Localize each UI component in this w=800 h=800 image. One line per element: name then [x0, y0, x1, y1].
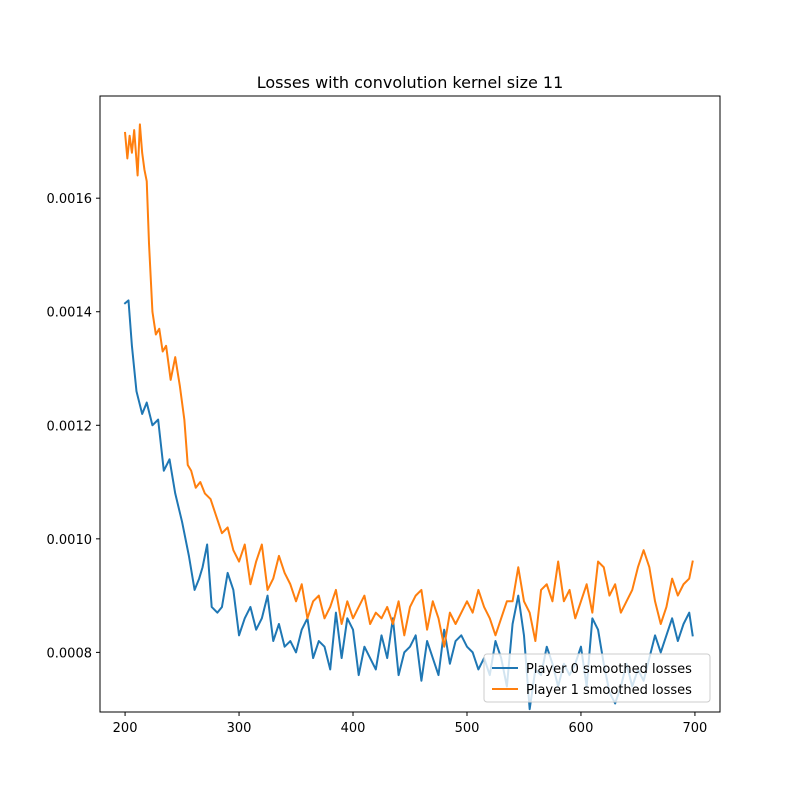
x-tick-label: 500: [455, 721, 480, 736]
chart-title: Losses with convolution kernel size 11: [257, 73, 564, 92]
y-tick-label: 0.0016: [47, 192, 93, 207]
axes-frame: [99, 95, 721, 713]
legend-label-player-1: Player 1 smoothed losses: [526, 683, 692, 698]
legend-box: [483, 653, 711, 703]
x-tick-label: 200: [113, 721, 138, 736]
x-tick-label: 600: [569, 721, 594, 736]
series-line-player-1: [123, 123, 694, 648]
y-tick-label: 0.0010: [47, 533, 93, 548]
y-tick-label: 0.0008: [47, 646, 93, 661]
legend: Player 0 smoothed losses Player 1 smoothe…: [483, 653, 711, 703]
x-tick-label: 400: [341, 721, 366, 736]
axes: 200 300 400 500 600 700 0.0008 0.0010 0.0012 0.00…: [47, 192, 708, 736]
y-tick-label: 0.0012: [47, 419, 93, 434]
legend-label-player-0: Player 0 smoothed losses: [526, 662, 692, 677]
y-tick-label: 0.0014: [47, 306, 93, 321]
x-tick-label: 700: [683, 721, 708, 736]
plot-area: [123, 123, 694, 711]
x-tick-label: 300: [227, 721, 252, 736]
series-line-player-0: [123, 299, 694, 711]
